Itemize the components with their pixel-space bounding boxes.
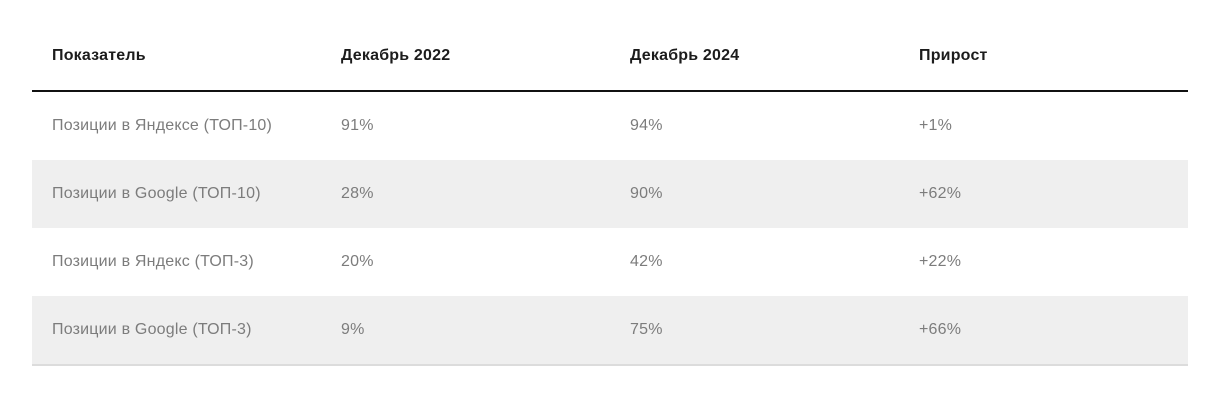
table-row: Позиции в Яндексе (ТОП-10) 91% 94% +1% <box>32 91 1188 160</box>
row-label: Позиции в Яндекс (ТОП-3) <box>52 253 254 270</box>
seo-metrics-table: Показатель Декабрь 2022 Декабрь 2024 При… <box>32 22 1188 366</box>
value-growth: +66% <box>899 296 1188 366</box>
value-dec-2022: 28% <box>341 185 374 202</box>
value-growth: +1% <box>919 117 953 134</box>
table-row: Позиции в Google (ТОП-3) 9% 75% +66% <box>32 296 1188 366</box>
row-label: Позиции в Google (ТОП-10) <box>52 185 261 202</box>
row-label: Позиции в Google (ТОП-3) <box>32 296 321 366</box>
header-growth: Прирост <box>899 22 1188 92</box>
value-dec-2024: 90% <box>630 185 663 202</box>
header-december-2024: Декабрь 2024 <box>610 22 899 92</box>
value-dec-2024: 75% <box>610 296 899 366</box>
value-dec-2024: 42% <box>630 253 663 270</box>
table-row: Позиции в Яндекс (ТОП-3) 20% 42% +22% <box>32 228 1188 296</box>
value-dec-2022: 9% <box>321 296 610 366</box>
value-dec-2022: 20% <box>341 253 374 270</box>
value-growth: +62% <box>919 185 962 202</box>
header-indicator: Показатель <box>32 22 321 92</box>
header-row: Показатель Декабрь 2022 Декабрь 2024 При… <box>32 22 1188 92</box>
header-december-2022: Декабрь 2022 <box>321 22 610 92</box>
row-label: Позиции в Яндексе (ТОП-10) <box>52 117 273 134</box>
table-header: Показатель Декабрь 2022 Декабрь 2024 При… <box>32 22 1188 92</box>
table-body: Позиции в Яндексе (ТОП-10) 91% 94% +1% П… <box>32 91 1188 366</box>
value-growth: +22% <box>919 253 962 270</box>
value-dec-2022: 91% <box>341 117 374 134</box>
value-dec-2024: 94% <box>630 117 663 134</box>
table-row: Позиции в Google (ТОП-10) 28% 90% +62% <box>32 160 1188 228</box>
